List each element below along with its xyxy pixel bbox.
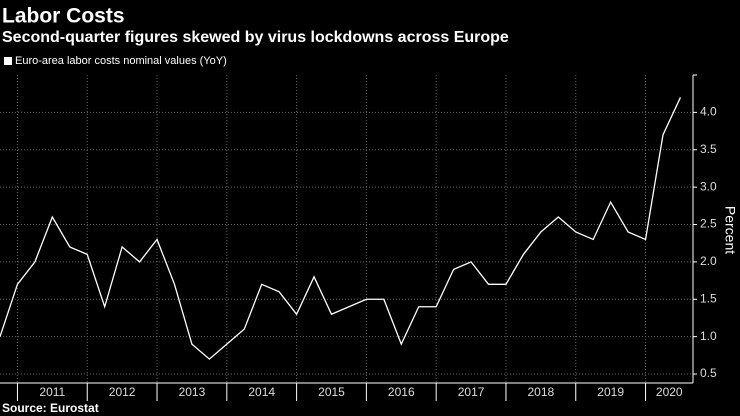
y-tick-label: 3.5 <box>700 142 717 156</box>
source: Source: Eurostat <box>2 401 99 415</box>
x-tick-label: 2014 <box>248 385 275 399</box>
x-tick-label: 2013 <box>179 385 206 399</box>
y-tick-label: 2.5 <box>700 217 717 231</box>
chart-title: Labor Costs <box>2 5 125 28</box>
line-series <box>0 97 682 360</box>
x-tick-label: 2019 <box>597 385 624 399</box>
x-tick-label: 2018 <box>528 385 555 399</box>
y-tick-label: 0.5 <box>700 366 717 380</box>
y-tick-label: 2.0 <box>700 254 717 268</box>
x-tick-label: 2011 <box>39 385 65 399</box>
x-tick-label: 2015 <box>318 385 345 399</box>
y-tick-label: 1.5 <box>700 291 717 305</box>
chart-subtitle: Second-quarter figures skewed by virus l… <box>2 29 509 46</box>
legend-swatch <box>4 57 12 65</box>
x-tick-label: 2016 <box>388 385 415 399</box>
x-tick-label: 2020 <box>656 385 683 399</box>
x-tick-label: 2012 <box>109 385 136 399</box>
y-tick-label: 3.0 <box>700 179 717 193</box>
y-axis-label: Percent <box>722 206 738 254</box>
legend-label: Euro-area labor costs nominal values (Yo… <box>15 55 227 67</box>
x-tick-label: 2017 <box>458 385 485 399</box>
y-tick-label: 1.0 <box>700 329 717 343</box>
y-tick-label: 4.0 <box>700 105 717 119</box>
